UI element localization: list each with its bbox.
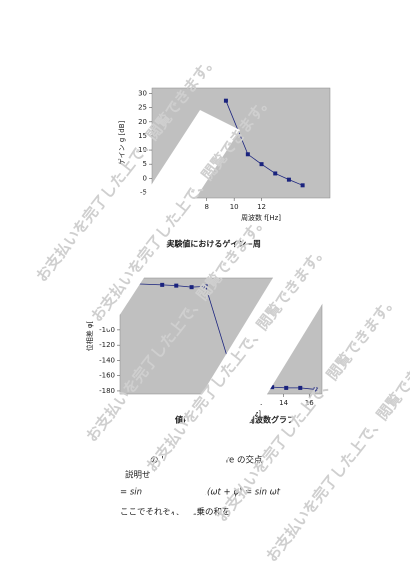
data-point	[259, 162, 264, 167]
y-tick-label: 0	[143, 174, 147, 182]
y-tick-label: 25	[138, 104, 147, 112]
data-point	[223, 98, 228, 103]
x-tick-label: 10	[230, 203, 239, 211]
x-tick-label: 8	[205, 203, 209, 211]
series-line	[225, 100, 303, 186]
x-axis-label: 周波数 f[Hz]	[241, 213, 281, 222]
y-tick-label: -120	[99, 341, 115, 349]
body-text: 説明せよ。	[125, 470, 168, 481]
data-point	[273, 171, 278, 176]
data-point	[313, 387, 318, 392]
y-axis-label: ゲイン g [dB]	[117, 121, 126, 166]
x-tick-label: 16	[305, 399, 314, 407]
data-point	[189, 285, 194, 290]
y-tick-label: -160	[99, 372, 115, 380]
y-tick-label: -5	[140, 188, 147, 196]
data-point	[300, 183, 305, 188]
data-point	[203, 284, 208, 289]
data-point	[245, 152, 250, 157]
y-tick-label: -140	[99, 356, 115, 364]
caption: 図5 実験値におけるゲイン−周	[150, 239, 261, 249]
y-tick-label: 15	[138, 132, 147, 140]
overlay-band	[140, 250, 340, 520]
data-point	[270, 385, 275, 390]
overlay-band	[70, 110, 240, 330]
y-tick-label: 10	[138, 146, 147, 154]
y-tick-label: 5	[143, 160, 147, 168]
overlay	[70, 110, 380, 560]
y-axis-label: 位相差 φ[	[85, 320, 94, 351]
overlay-band	[240, 400, 380, 560]
y-tick-label: 30	[138, 90, 147, 98]
y-tick-label: 20	[138, 118, 147, 126]
data-point	[160, 282, 165, 287]
y-tick-label: -100	[99, 326, 115, 334]
data-point	[284, 385, 289, 390]
data-point	[174, 283, 179, 288]
y-tick-label: -180	[99, 387, 115, 395]
data-point	[298, 385, 303, 390]
data-point	[286, 177, 291, 182]
x-tick-label: 14	[279, 399, 288, 407]
x-tick-label: 12	[257, 203, 266, 211]
